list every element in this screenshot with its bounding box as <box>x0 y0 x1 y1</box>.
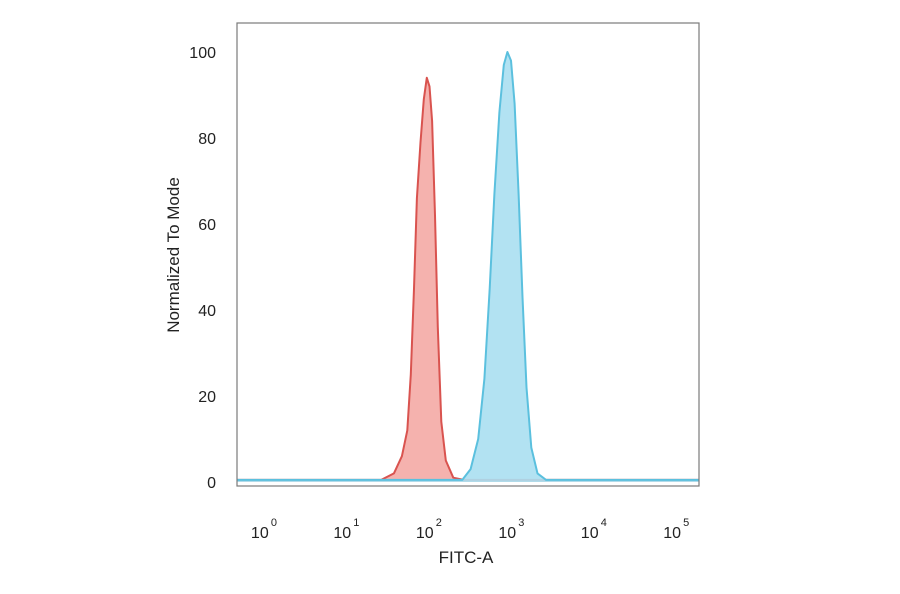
histogram-area-1 <box>237 77 699 483</box>
svg-text:5: 5 <box>683 517 689 529</box>
x-tick-label: 101 <box>333 517 359 542</box>
series-layer <box>237 51 699 483</box>
y-tick-label: 0 <box>207 475 216 492</box>
histogram-outline-2 <box>237 51 699 481</box>
x-tick-label: 104 <box>581 517 607 542</box>
svg-text:10: 10 <box>581 525 599 542</box>
x-tick-label: 105 <box>663 517 689 542</box>
svg-text:0: 0 <box>271 517 277 529</box>
svg-text:10: 10 <box>663 525 681 542</box>
histogram-area-2 <box>237 52 699 482</box>
svg-text:3: 3 <box>518 517 524 529</box>
svg-text:1: 1 <box>353 517 359 529</box>
svg-text:10: 10 <box>251 525 269 542</box>
x-tick-label: 102 <box>416 517 442 542</box>
svg-text:10: 10 <box>333 525 351 542</box>
x-tick-label: 100 <box>251 517 277 542</box>
x-tick-label: 103 <box>498 517 524 542</box>
x-axis-title: FITC-A <box>439 548 494 567</box>
svg-text:4: 4 <box>601 517 607 529</box>
y-tick-labels: 0 20 40 60 80 100 <box>189 45 216 492</box>
y-tick-label: 40 <box>198 303 216 320</box>
y-axis-title: Normalized To Mode <box>164 177 183 333</box>
plot-frame <box>236 22 700 487</box>
y-tick-label: 60 <box>198 217 216 234</box>
svg-text:10: 10 <box>416 525 434 542</box>
svg-text:10: 10 <box>498 525 516 542</box>
y-tick-label: 80 <box>198 131 216 148</box>
histogram-outline-1 <box>237 76 699 481</box>
y-tick-label: 100 <box>189 45 216 62</box>
y-tick-label: 20 <box>198 389 216 406</box>
svg-text:2: 2 <box>436 517 442 529</box>
